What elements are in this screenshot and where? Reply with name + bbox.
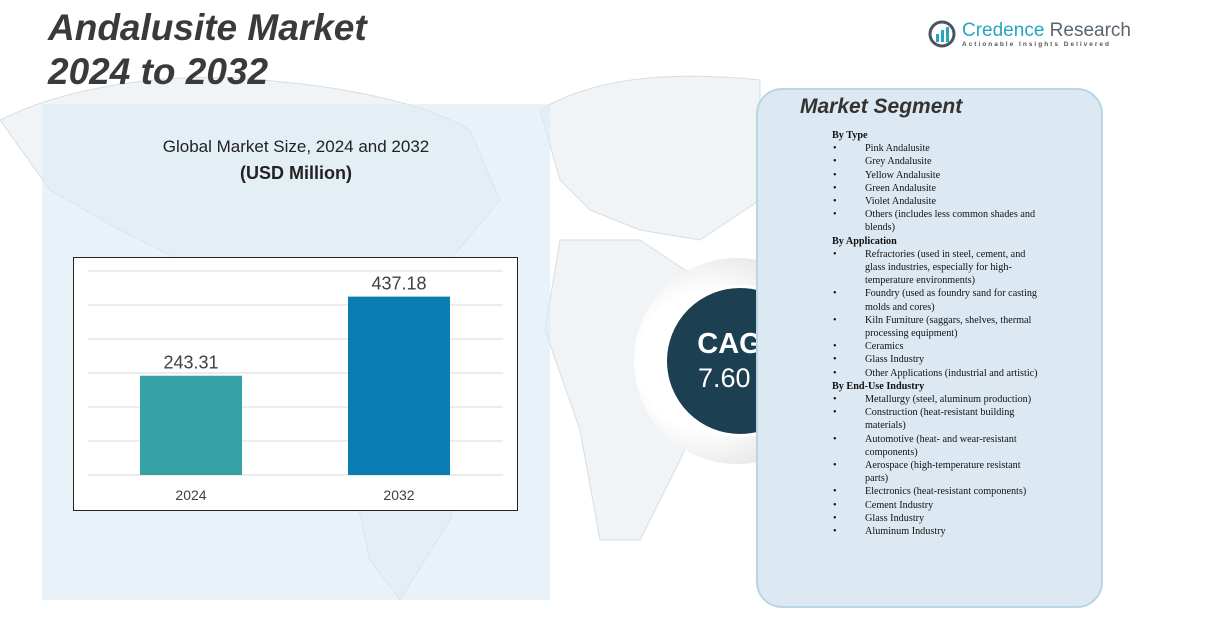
bar-2024 bbox=[140, 375, 242, 475]
logo-tagline: Actionable Insights Delivered bbox=[962, 40, 1112, 48]
segment-items: Pink AndalusiteGrey AndalusiteYellow And… bbox=[832, 142, 1042, 234]
segment-item: Others (includes less common shades and … bbox=[832, 208, 1042, 234]
segment-item: Kiln Furniture (saggars, shelves, therma… bbox=[832, 314, 1042, 340]
segment-item: Glass Industry bbox=[832, 512, 1042, 525]
chart-title: Global Market Size, 2024 and 2032 bbox=[162, 137, 430, 156]
segment-items: Metallurgy (steel, aluminum production)C… bbox=[832, 393, 1042, 538]
bar-2032 bbox=[348, 296, 450, 475]
segment-items: Refractories (used in steel, cement, and… bbox=[832, 248, 1042, 380]
segment-item: Yellow Andalusite bbox=[832, 169, 1042, 182]
segment-heading: By Type bbox=[832, 130, 868, 141]
segment-item: Other Applications (industrial and artis… bbox=[832, 367, 1042, 380]
segment-item: Cement Industry bbox=[832, 499, 1042, 512]
logo-name: Credence Research bbox=[962, 19, 1131, 41]
data-label: 437.18 bbox=[371, 274, 426, 294]
segment-item: Green Andalusite bbox=[832, 182, 1042, 195]
logo-name-part2: Research bbox=[1044, 19, 1131, 41]
segment-item: Refractories (used in steel, cement, and… bbox=[832, 248, 1042, 288]
page-title: Andalusite Market 2024 to 2032 bbox=[48, 6, 367, 94]
segment-item: Construction (heat-resistant building ma… bbox=[832, 406, 1042, 432]
segment-heading: By Application bbox=[832, 235, 897, 247]
segment-item: Aerospace (high-temperature resistant pa… bbox=[832, 459, 1042, 485]
segment-item: Grey Andalusite bbox=[832, 155, 1042, 168]
segment-item: Automotive (heat- and wear-resistant com… bbox=[832, 433, 1042, 459]
bar-chart: 243.31 2024 437.18 2032 bbox=[88, 270, 503, 503]
chart-subtitle: (USD Million) bbox=[240, 163, 352, 183]
segment-item: Foundry (used as foundry sand for castin… bbox=[832, 287, 1042, 313]
segment-title: Market Segment bbox=[800, 95, 963, 118]
segment-heading: By End-Use Industry bbox=[832, 380, 925, 392]
segment-item: Electronics (heat-resistant components) bbox=[832, 485, 1042, 498]
segment-item: Pink Andalusite bbox=[832, 142, 1042, 155]
segment-item: Aluminum Industry bbox=[832, 525, 1042, 538]
segment-list: By TypePink AndalusiteGrey AndalusiteYel… bbox=[832, 129, 1042, 539]
title-line-1: Andalusite Market bbox=[48, 7, 367, 48]
x-tick-label: 2024 bbox=[175, 487, 206, 503]
segment-item: Metallurgy (steel, aluminum production) bbox=[832, 393, 1042, 406]
x-tick-label: 2032 bbox=[383, 487, 414, 503]
title-line-2: 2024 to 2032 bbox=[48, 51, 269, 92]
segment-item: Violet Andalusite bbox=[832, 195, 1042, 208]
segment-item: Ceramics bbox=[832, 340, 1042, 353]
logo-name-part1: Credence bbox=[962, 19, 1045, 41]
data-label: 243.31 bbox=[163, 353, 218, 373]
credence-research-logo: Credence Research Actionable Insights De… bbox=[928, 20, 1131, 48]
logo-bar-chart-icon bbox=[928, 20, 956, 48]
segment-item: Glass Industry bbox=[832, 353, 1042, 366]
